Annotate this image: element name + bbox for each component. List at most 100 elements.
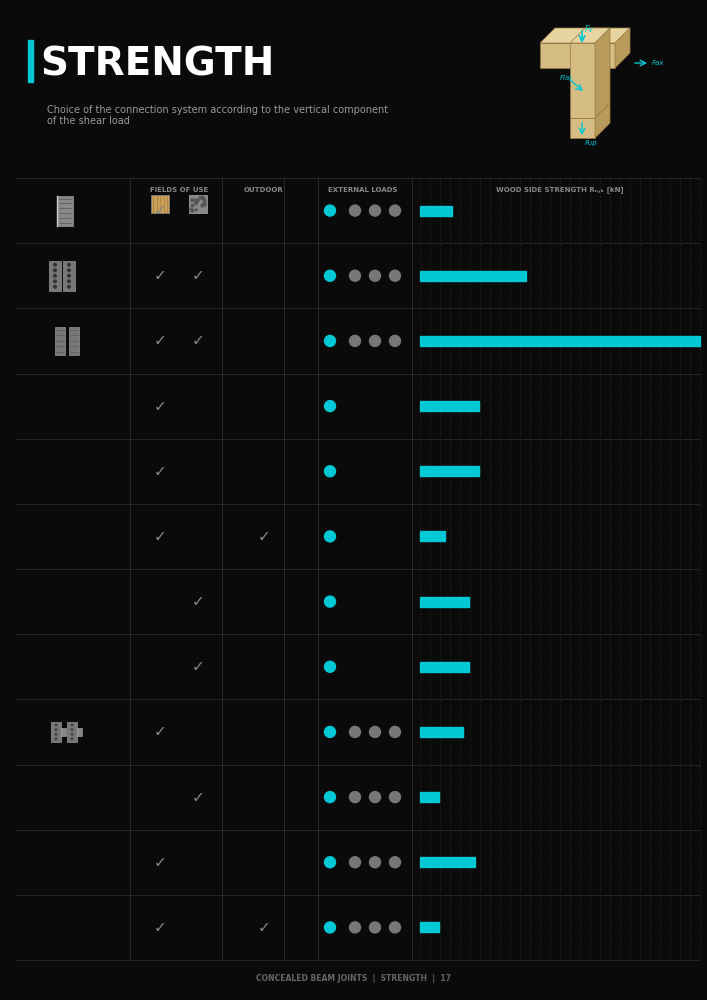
Bar [420, 857, 474, 867]
Text: Fv: Fv [585, 25, 594, 34]
Circle shape [191, 209, 194, 212]
Circle shape [370, 726, 380, 737]
Circle shape [390, 335, 400, 346]
Bar [55, 327, 65, 355]
Circle shape [199, 196, 201, 199]
Text: ✓: ✓ [153, 855, 166, 870]
Text: ✓: ✓ [153, 724, 166, 739]
Circle shape [349, 270, 361, 281]
Circle shape [67, 263, 71, 267]
Text: ✓: ✓ [192, 268, 204, 283]
Circle shape [67, 268, 71, 272]
Circle shape [349, 857, 361, 868]
Polygon shape [570, 28, 610, 43]
Bar [420, 401, 479, 411]
Circle shape [192, 209, 194, 212]
Circle shape [325, 531, 336, 542]
Text: FIELDS OF USE: FIELDS OF USE [150, 187, 208, 193]
Bar [51, 722, 61, 742]
Bar [420, 531, 445, 541]
Circle shape [349, 205, 361, 216]
Text: ✓: ✓ [153, 268, 166, 283]
Bar [49, 261, 61, 291]
Text: ✓: ✓ [153, 399, 166, 414]
Circle shape [325, 726, 336, 737]
Circle shape [325, 270, 336, 281]
Circle shape [201, 197, 204, 200]
Text: Fax: Fax [652, 60, 665, 66]
Bar [420, 597, 469, 607]
Circle shape [201, 204, 204, 206]
Text: ✓: ✓ [153, 920, 166, 935]
Bar [57, 196, 73, 226]
Text: ✓: ✓ [192, 659, 204, 674]
Circle shape [197, 199, 199, 201]
Circle shape [390, 922, 400, 933]
Polygon shape [570, 118, 595, 138]
Bar [420, 466, 479, 476]
Circle shape [325, 335, 336, 346]
Circle shape [191, 199, 194, 201]
Circle shape [390, 857, 400, 868]
Circle shape [53, 268, 57, 272]
Circle shape [349, 726, 361, 737]
Text: Fup: Fup [585, 140, 597, 146]
Bar [151, 195, 169, 213]
Circle shape [325, 922, 336, 933]
Text: ✓: ✓ [257, 529, 270, 544]
Bar [420, 271, 527, 281]
Circle shape [370, 270, 380, 281]
Circle shape [325, 205, 336, 216]
Text: ✓: ✓ [153, 203, 166, 218]
Circle shape [390, 726, 400, 737]
Bar [420, 206, 452, 216]
Circle shape [349, 922, 361, 933]
Circle shape [390, 270, 400, 281]
Circle shape [71, 733, 74, 736]
Circle shape [370, 792, 380, 803]
Bar [420, 727, 463, 737]
Text: ✓: ✓ [192, 333, 204, 348]
Circle shape [53, 285, 57, 289]
Polygon shape [595, 28, 610, 118]
Bar [63, 261, 75, 291]
Circle shape [204, 203, 206, 206]
Circle shape [370, 922, 380, 933]
Circle shape [194, 199, 197, 202]
Circle shape [54, 737, 57, 740]
Circle shape [54, 733, 57, 736]
Polygon shape [595, 103, 610, 138]
Text: ✓: ✓ [153, 464, 166, 479]
Bar [61, 728, 66, 736]
Circle shape [195, 209, 197, 212]
Text: ✓: ✓ [153, 529, 166, 544]
Circle shape [196, 201, 198, 203]
Circle shape [71, 737, 74, 740]
Text: ✓: ✓ [153, 333, 166, 348]
Text: WOOD SIDE STRENGTH Rₙ,ₖ [kN]: WOOD SIDE STRENGTH Rₙ,ₖ [kN] [496, 186, 624, 193]
Circle shape [54, 723, 57, 726]
Polygon shape [540, 28, 630, 43]
Circle shape [370, 335, 380, 346]
Bar [77, 728, 82, 736]
Bar [420, 662, 469, 672]
Text: of the shear load: of the shear load [47, 116, 130, 126]
Circle shape [349, 792, 361, 803]
Text: EXTERNAL LOADS: EXTERNAL LOADS [328, 187, 397, 193]
Polygon shape [570, 43, 595, 118]
Circle shape [53, 263, 57, 267]
Circle shape [190, 208, 192, 211]
Bar [67, 722, 77, 742]
Circle shape [370, 205, 380, 216]
Circle shape [325, 596, 336, 607]
Circle shape [54, 728, 57, 731]
Circle shape [325, 792, 336, 803]
Polygon shape [615, 28, 630, 68]
Circle shape [67, 279, 71, 283]
Text: ✓: ✓ [257, 920, 270, 935]
Circle shape [192, 204, 194, 207]
Bar [28, 40, 33, 82]
Text: Choice of the connection system according to the vertical component: Choice of the connection system accordin… [47, 105, 388, 115]
Circle shape [390, 792, 400, 803]
Text: ✓: ✓ [192, 594, 204, 609]
